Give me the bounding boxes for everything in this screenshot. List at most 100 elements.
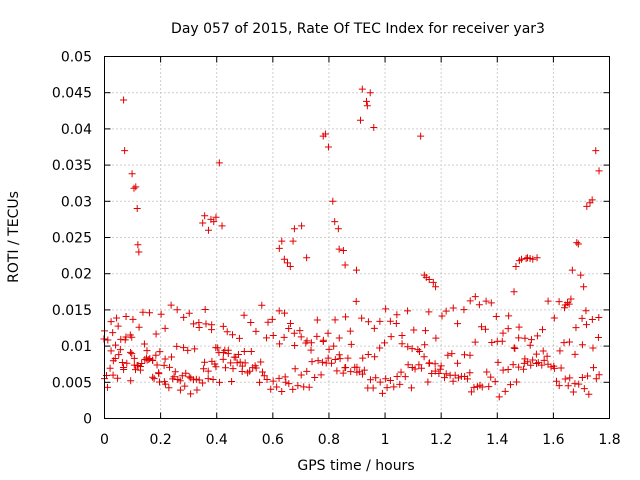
data-point xyxy=(224,350,232,358)
data-point xyxy=(363,102,371,110)
data-point xyxy=(139,308,147,316)
data-point xyxy=(107,347,115,355)
data-point xyxy=(356,116,364,124)
data-point xyxy=(575,380,583,388)
data-point xyxy=(457,372,465,380)
data-point xyxy=(594,334,602,342)
data-point xyxy=(382,375,390,383)
data-point xyxy=(161,324,169,332)
data-point xyxy=(564,382,572,390)
data-point xyxy=(366,89,374,97)
data-point xyxy=(324,354,332,362)
data-point xyxy=(382,305,390,313)
data-point xyxy=(335,245,343,253)
data-point xyxy=(515,363,523,371)
data-point xyxy=(487,299,495,307)
data-point xyxy=(152,330,160,338)
data-point xyxy=(269,332,277,340)
data-point xyxy=(393,311,401,319)
data-point xyxy=(290,329,298,337)
data-point xyxy=(428,370,436,378)
data-point xyxy=(157,310,165,318)
data-point xyxy=(504,365,512,373)
data-point xyxy=(358,314,366,322)
data-point xyxy=(482,297,490,305)
data-point xyxy=(114,374,122,382)
data-point xyxy=(397,368,405,376)
data-point xyxy=(155,370,163,378)
data-point xyxy=(585,390,593,398)
data-point xyxy=(280,333,288,341)
data-point xyxy=(580,385,588,393)
y-tick-label: 0.025 xyxy=(52,231,92,247)
data-point xyxy=(355,368,363,376)
data-point xyxy=(460,306,468,314)
data-point xyxy=(308,358,316,366)
data-point xyxy=(307,339,315,347)
data-point xyxy=(533,332,541,340)
data-point xyxy=(351,363,359,371)
x-tick-labels: 0 0.2 0.4 0.6 0.8 1 1.2 1.4 1.6 1.8 xyxy=(100,432,621,448)
data-point xyxy=(291,341,299,349)
data-point xyxy=(330,342,338,350)
data-point xyxy=(281,373,289,381)
data-point xyxy=(185,309,193,317)
data-point xyxy=(281,309,289,317)
data-point xyxy=(520,365,528,373)
data-point xyxy=(241,359,249,367)
data-point xyxy=(578,314,586,322)
data-point xyxy=(150,375,158,383)
data-point xyxy=(367,376,375,384)
data-point xyxy=(149,373,157,381)
data-point xyxy=(513,378,521,386)
data-point xyxy=(360,366,368,374)
data-point xyxy=(504,325,512,333)
data-point xyxy=(533,254,541,262)
data-point xyxy=(421,327,429,335)
data-point xyxy=(127,377,135,385)
data-point xyxy=(204,226,212,234)
data-point xyxy=(244,369,252,377)
data-point xyxy=(311,373,319,381)
data-point xyxy=(121,147,129,155)
data-point xyxy=(278,237,286,245)
data-point xyxy=(583,202,591,210)
data-point xyxy=(161,355,169,363)
data-point xyxy=(547,363,555,371)
x-tick-label: 0.8 xyxy=(318,432,340,448)
data-point xyxy=(329,197,337,205)
data-point xyxy=(208,321,216,329)
data-point xyxy=(201,306,209,314)
data-point xyxy=(539,326,547,334)
data-point xyxy=(498,337,506,345)
y-tick-label: 0 xyxy=(83,412,92,428)
data-point xyxy=(448,350,456,358)
data-point xyxy=(214,344,222,352)
data-point xyxy=(432,334,440,342)
data-point xyxy=(289,385,297,393)
data-point xyxy=(240,347,248,355)
data-point xyxy=(313,316,321,324)
data-point xyxy=(176,377,184,385)
data-point xyxy=(324,329,332,337)
data-point xyxy=(578,373,586,381)
data-point xyxy=(275,374,283,382)
data-point xyxy=(122,312,130,320)
data-point xyxy=(240,311,248,319)
data-point xyxy=(230,353,238,361)
data-point xyxy=(495,393,503,401)
data-point xyxy=(527,361,535,369)
data-point xyxy=(557,364,565,372)
data-point xyxy=(173,306,181,314)
data-point xyxy=(146,309,154,317)
data-point xyxy=(561,375,569,383)
grid-lines xyxy=(104,56,610,419)
data-point xyxy=(252,327,260,335)
y-tick-label: 0.045 xyxy=(52,86,92,102)
data-point xyxy=(120,366,128,374)
data-point xyxy=(466,297,474,305)
data-point xyxy=(278,387,286,395)
data-point xyxy=(258,301,266,309)
data-point xyxy=(595,314,603,322)
x-tick-label: 1.2 xyxy=(430,432,452,448)
